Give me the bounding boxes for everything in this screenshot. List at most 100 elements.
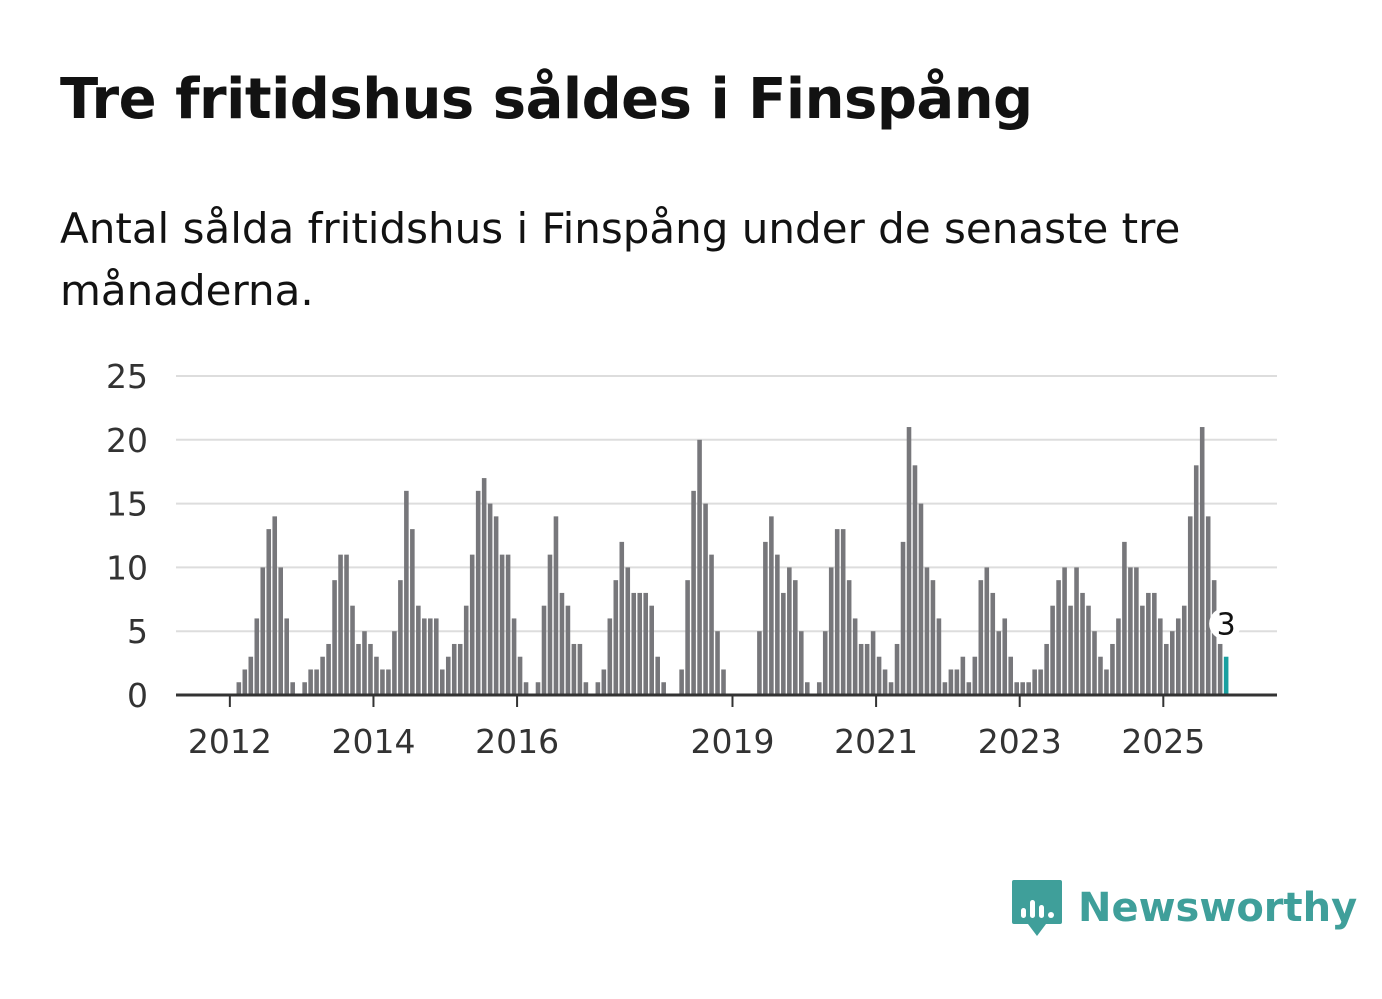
bar	[1104, 669, 1109, 695]
bar	[404, 490, 409, 695]
bar	[804, 682, 810, 695]
bar	[1002, 618, 1008, 695]
y-tick-label: 25	[106, 357, 148, 396]
bar	[463, 605, 469, 695]
bar	[1110, 643, 1115, 695]
bar	[619, 541, 625, 695]
bar	[350, 605, 355, 695]
bar-highlight	[1223, 656, 1229, 695]
bar	[990, 592, 996, 695]
bar	[1032, 669, 1037, 695]
bar	[960, 656, 966, 695]
bar	[978, 580, 984, 695]
bar	[721, 669, 726, 695]
bar	[499, 554, 505, 695]
bar	[996, 631, 1002, 695]
bar	[571, 643, 577, 695]
bar	[320, 656, 325, 695]
y-tick-label: 20	[106, 421, 148, 460]
bar	[308, 669, 313, 695]
y-tick-label: 0	[127, 676, 148, 715]
bar	[1008, 656, 1014, 695]
bar	[757, 631, 762, 695]
bar	[607, 618, 613, 695]
bar	[900, 541, 906, 695]
bar	[362, 631, 367, 695]
bar	[493, 516, 499, 695]
highlight-annotation: 3	[1209, 607, 1242, 643]
bar	[1169, 631, 1175, 695]
bar	[314, 669, 319, 695]
bar	[469, 554, 475, 695]
bar	[559, 592, 565, 695]
bar	[422, 618, 427, 695]
bar	[1080, 592, 1085, 695]
bar	[553, 516, 559, 695]
bar	[876, 656, 882, 695]
bar	[1098, 656, 1103, 695]
bar	[828, 567, 834, 695]
bar	[1014, 682, 1019, 695]
bar	[374, 656, 379, 695]
bar	[278, 567, 283, 695]
bar	[1158, 618, 1163, 695]
bar	[481, 478, 487, 695]
bar	[326, 643, 331, 695]
bar	[565, 605, 571, 695]
bar	[1217, 643, 1223, 695]
bar	[1181, 605, 1187, 695]
bar	[386, 669, 391, 695]
bar	[398, 580, 403, 695]
bar	[793, 580, 798, 695]
bar	[954, 669, 960, 695]
bar	[888, 682, 894, 695]
x-axis-ticks: 2012 2014 2016 2019 2021 2023 2025	[188, 695, 1205, 761]
bar	[930, 580, 936, 695]
bar	[1050, 605, 1055, 695]
bar	[816, 682, 822, 695]
bar	[290, 682, 295, 695]
y-tick-label: 10	[106, 548, 148, 587]
bar	[595, 682, 601, 695]
bar	[906, 427, 912, 695]
bar	[1205, 516, 1211, 695]
bar	[272, 516, 278, 695]
bar	[511, 618, 517, 695]
bar	[715, 631, 720, 695]
bar	[392, 631, 397, 695]
x-tick-label: 2012	[188, 722, 272, 761]
x-tick-label: 2023	[978, 722, 1062, 761]
bar	[936, 618, 942, 695]
bar	[1134, 567, 1139, 695]
bar	[1122, 541, 1127, 695]
bar	[601, 669, 607, 695]
bar	[380, 669, 385, 695]
bar	[356, 643, 361, 695]
newsworthy-logo[interactable]: Newsworthy	[1010, 878, 1357, 938]
bar	[368, 643, 373, 695]
bar	[924, 567, 930, 695]
bar	[445, 656, 451, 695]
bar	[541, 605, 547, 695]
bar	[1152, 592, 1157, 695]
bar	[434, 618, 439, 695]
bar	[332, 580, 337, 695]
x-tick-label: 2025	[1121, 722, 1205, 761]
bar	[631, 592, 637, 695]
bar	[1146, 592, 1151, 695]
newsworthy-logo-icon	[1012, 880, 1062, 936]
bar	[475, 490, 481, 695]
bar	[457, 643, 463, 695]
page-title: Tre fritidshus såldes i Finspång	[60, 67, 1033, 132]
bar	[242, 669, 248, 695]
bar	[439, 669, 445, 695]
bar	[428, 618, 433, 695]
bar	[451, 643, 457, 695]
bar	[882, 669, 888, 695]
bar	[703, 503, 708, 695]
bar	[1020, 682, 1025, 695]
bar	[487, 503, 493, 695]
bar	[984, 567, 990, 695]
x-tick-label: 2016	[475, 722, 559, 761]
bar	[1056, 580, 1061, 695]
